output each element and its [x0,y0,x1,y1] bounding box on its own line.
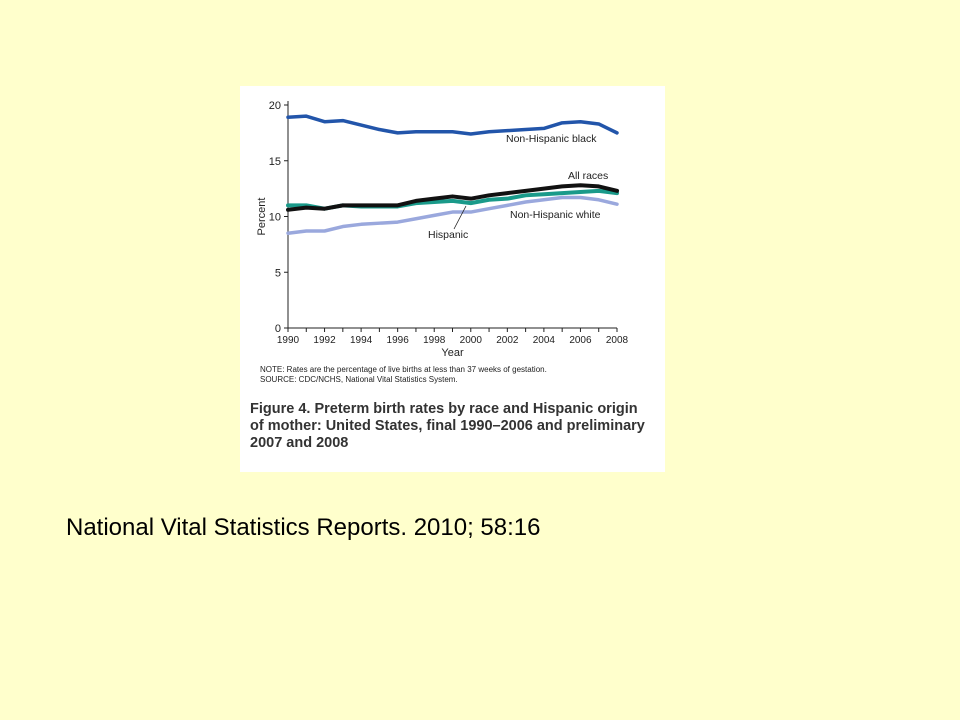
y-tick-label: 5 [275,267,281,279]
x-tick-label: 2006 [569,335,592,346]
figure-caption: Figure 4. Preterm birth rates by race an… [250,401,645,451]
x-tick-label: 2008 [606,335,629,346]
y-axis-label: Percent [256,198,268,236]
figure-note: NOTE: Rates are the percentage of live b… [260,365,547,374]
x-tick-label: 2002 [496,335,519,346]
series-label-non-hispanic-white: Non-Hispanic white [510,209,601,221]
hispanic-leader-line [453,205,467,230]
series-label-hispanic: Hispanic [428,229,468,241]
chart-labels: Year Percent Non-Hispanic black All races Hi… [256,133,608,359]
x-tick-label: 1996 [387,335,410,346]
figure-source: SOURCE: CDC/NCHS, National Vital Statist… [260,375,458,384]
y-tick-label: 0 [275,323,281,335]
citation-text: National Vital Statistics Reports. 2010;… [66,514,541,541]
x-tick-label: 1994 [350,335,373,346]
x-tick-label: 2000 [460,335,483,346]
series-label-all-races: All races [568,170,608,182]
x-tick-label: 1992 [313,335,336,346]
preterm-birth-chart: 0 5 10 15 20 1990 1992 1994 1996 1998 2000 2002 2004… [256,100,629,359]
y-tick-label: 10 [269,212,281,224]
y-tick-label: 15 [269,156,281,168]
series-line-non-hispanic-black [286,114,619,136]
series-label-non-hispanic-black: Non-Hispanic black [506,133,597,145]
chart-lines [286,114,619,235]
x-axis-label: Year [441,347,464,359]
y-tick-label: 20 [269,100,281,112]
x-tick-label: 1990 [277,335,300,346]
chart-ticks: 0 5 10 15 20 1990 1992 1994 1996 1998 2000 2002 2004… [269,100,629,346]
figure-card: 0 5 10 15 20 1990 1992 1994 1996 1998 2000 2002 2004… [240,86,665,472]
x-tick-label: 2004 [533,335,556,346]
series-line-all-races [286,183,619,212]
series-line-non-hispanic-white [286,195,619,235]
x-tick-label: 1998 [423,335,446,346]
